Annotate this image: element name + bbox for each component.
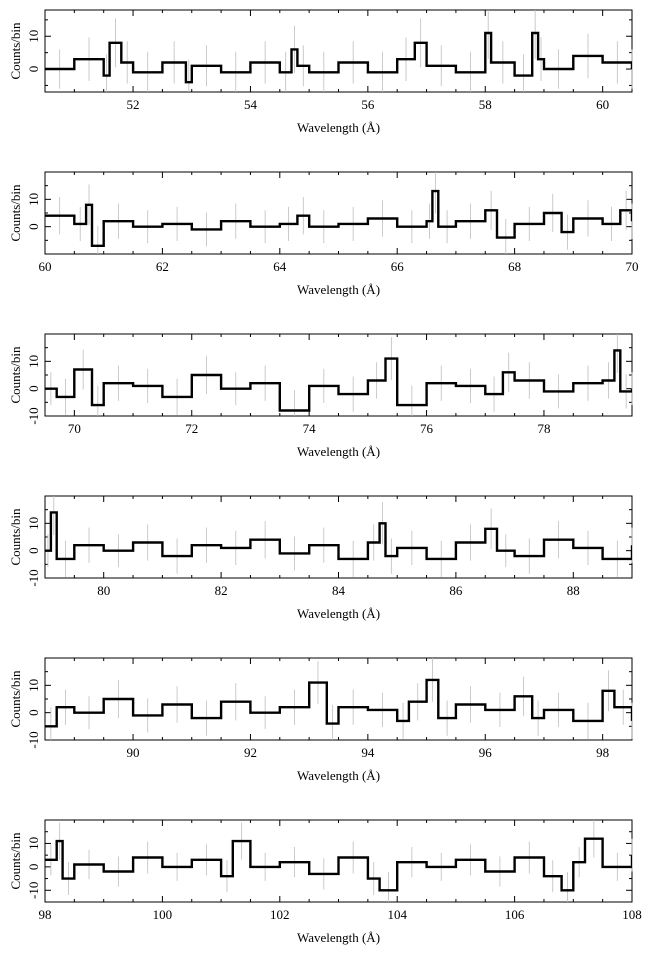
plot-frame (44, 9, 633, 93)
y-axis-label: Counts/bin (8, 184, 23, 242)
x-tick-label: 66 (391, 259, 405, 274)
y-tick-label: 10 (26, 30, 41, 43)
x-tick-label: 58 (479, 97, 492, 112)
chart-panel-4: 80 82 84 86 88 -10 0 10 Wavelength (Å) Counts/bin (8, 495, 633, 621)
x-tick-label: 90 (127, 745, 140, 760)
x-tick-label: 108 (622, 907, 642, 922)
chart-panel-1: 52 54 56 58 60 0 10 Wavelength (Å) Counts/bin (8, 9, 633, 135)
error-bars (47, 496, 633, 578)
x-tick-label: 74 (303, 421, 317, 436)
chart-panel-2: 60 62 64 66 68 70 0 10 Wavelength (Å) Counts/bin (8, 171, 639, 297)
x-tick-label: 64 (273, 259, 287, 274)
x-tick-label: 88 (567, 583, 580, 598)
y-tick-label: -10 (26, 882, 41, 899)
y-axis-label: Counts/bin (8, 508, 23, 566)
x-tick-label: 96 (479, 745, 493, 760)
spectrum-step-line (45, 189, 632, 247)
chart-panel-6: 98 100 102 104 106 108 -10 0 10 Wavelength (Å) Cou… (8, 819, 642, 945)
x-tick-label: 100 (153, 907, 173, 922)
y-tick-label: -10 (26, 731, 41, 748)
x-axis-label: Wavelength (Å) (297, 768, 380, 783)
y-tick-label: -10 (26, 569, 41, 586)
x-tick-label: 86 (449, 583, 463, 598)
x-tick-label: 94 (361, 745, 375, 760)
spectrum-step-line (45, 31, 632, 84)
spectrum-step-line (45, 349, 632, 412)
x-tick-label: 106 (505, 907, 525, 922)
x-tick-label: 84 (332, 583, 346, 598)
x-tick-label: 54 (244, 97, 258, 112)
y-tick-label: 0 (26, 385, 41, 392)
x-tick-label: 102 (270, 907, 290, 922)
x-tick-label: 62 (156, 259, 169, 274)
x-tick-label: 92 (244, 745, 257, 760)
x-tick-label: 70 (626, 259, 639, 274)
x-tick-label: 56 (361, 97, 375, 112)
x-tick-label: 60 (39, 259, 52, 274)
error-bars (50, 658, 633, 740)
y-axis-label: Counts/bin (8, 22, 23, 80)
y-tick-label: 0 (26, 864, 41, 871)
plot-frame (44, 333, 633, 417)
x-tick-label: 98 (39, 907, 52, 922)
y-tick-label: 10 (26, 193, 41, 206)
chart-panel-5: 90 92 94 96 98 -10 0 10 Wavelength (Å) Counts/bin (8, 657, 633, 783)
y-tick-label: 0 (26, 66, 41, 73)
chart-panel-3: 70 72 74 76 78 -10 0 10 Wavelength (Å) Counts/bin (8, 333, 633, 459)
x-tick-label: 82 (215, 583, 228, 598)
y-tick-label: 10 (26, 679, 41, 692)
error-bars (50, 334, 633, 416)
x-tick-label: 70 (68, 421, 81, 436)
spectrum-step-line (45, 837, 632, 892)
x-tick-label: 72 (185, 421, 198, 436)
y-tick-label: -10 (26, 407, 41, 424)
y-tick-label: 10 (26, 517, 41, 530)
x-tick-label: 80 (97, 583, 110, 598)
y-tick-label: 0 (26, 709, 41, 716)
x-axis-label: Wavelength (Å) (297, 282, 380, 297)
x-tick-label: 98 (596, 745, 609, 760)
x-axis-label: Wavelength (Å) (297, 444, 380, 459)
x-tick-label: 104 (387, 907, 407, 922)
y-tick-label: 10 (26, 355, 41, 368)
x-axis-label: Wavelength (Å) (297, 930, 380, 945)
spectrum-step-line (45, 511, 632, 561)
x-tick-label: 52 (127, 97, 140, 112)
x-axis-label: Wavelength (Å) (297, 606, 380, 621)
x-tick-label: 78 (537, 421, 550, 436)
x-axis-label: Wavelength (Å) (297, 120, 380, 135)
spectrum-step-line (45, 678, 632, 728)
y-axis-label: Counts/bin (8, 346, 23, 404)
y-tick-label: 10 (26, 837, 41, 850)
y-axis-label: Counts/bin (8, 832, 23, 890)
x-tick-label: 76 (420, 421, 434, 436)
y-tick-label: 0 (26, 547, 41, 554)
y-axis-label: Counts/bin (8, 670, 23, 728)
x-tick-label: 68 (508, 259, 521, 274)
x-tick-label: 60 (596, 97, 609, 112)
plot-frame (44, 495, 633, 579)
y-tick-label: 0 (26, 223, 41, 230)
error-bars (59, 10, 633, 92)
